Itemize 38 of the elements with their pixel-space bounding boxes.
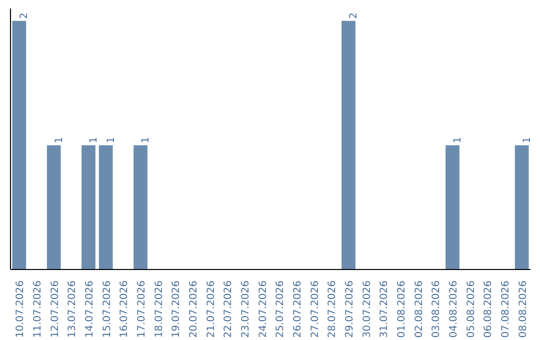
- x-tick-label: 21.07.2026: [206, 280, 217, 338]
- data-label: 1: [88, 136, 100, 144]
- x-tick-label: 31.07.2026: [379, 280, 390, 338]
- x-tick-label: 29.07.2026: [344, 280, 356, 338]
- x-tick-label: 30.07.2026: [362, 280, 373, 338]
- x-tick-label: 23.07.2026: [240, 280, 252, 338]
- x-tick-label: 01.08.2026: [396, 280, 408, 338]
- data-label: 1: [54, 136, 65, 144]
- x-tick-label: 17.07.2026: [136, 280, 148, 338]
- x-tick-label: 28.07.2026: [327, 280, 338, 338]
- x-tick-label: 25.07.2026: [275, 280, 286, 338]
- x-tick-label: 22.07.2026: [223, 280, 234, 338]
- x-tick-label: 24.07.2026: [258, 280, 269, 338]
- data-label: 1: [452, 136, 464, 144]
- x-tick-label: 05.08.2026: [466, 280, 477, 338]
- data-label: 1: [140, 136, 152, 144]
- x-tick-label: 08.08.2026: [518, 280, 529, 338]
- data-label: 2: [348, 12, 360, 19]
- x-tick-label: 26.07.2026: [292, 280, 304, 338]
- x-tick-label: 20.07.2026: [188, 280, 200, 338]
- x-tick-label: 04.08.2026: [448, 280, 460, 338]
- x-tick-label: 12.07.2026: [50, 280, 61, 338]
- x-tick-label: 10.07.2026: [15, 280, 26, 338]
- x-tick-label: 13.07.2026: [67, 280, 78, 338]
- x-tick-label: 03.08.2026: [431, 280, 442, 338]
- x-tick-label: 15.07.2026: [102, 280, 113, 338]
- data-label: 1: [106, 136, 117, 144]
- data-label: 2: [19, 12, 30, 19]
- x-tick-label: 11.07.2026: [32, 280, 44, 338]
- x-tick-label: 14.07.2026: [84, 280, 96, 338]
- x-tick-label: 02.08.2026: [414, 280, 425, 338]
- x-tick-label: 16.07.2026: [119, 280, 130, 338]
- x-tick-label: 06.08.2026: [483, 280, 494, 338]
- x-tick-label: 18.07.2026: [154, 280, 165, 338]
- x-tick-label: 07.08.2026: [500, 280, 512, 338]
- data-label: 1: [522, 136, 533, 144]
- x-tick-label: 27.07.2026: [310, 280, 321, 338]
- x-tick-label: 19.07.2026: [171, 280, 182, 338]
